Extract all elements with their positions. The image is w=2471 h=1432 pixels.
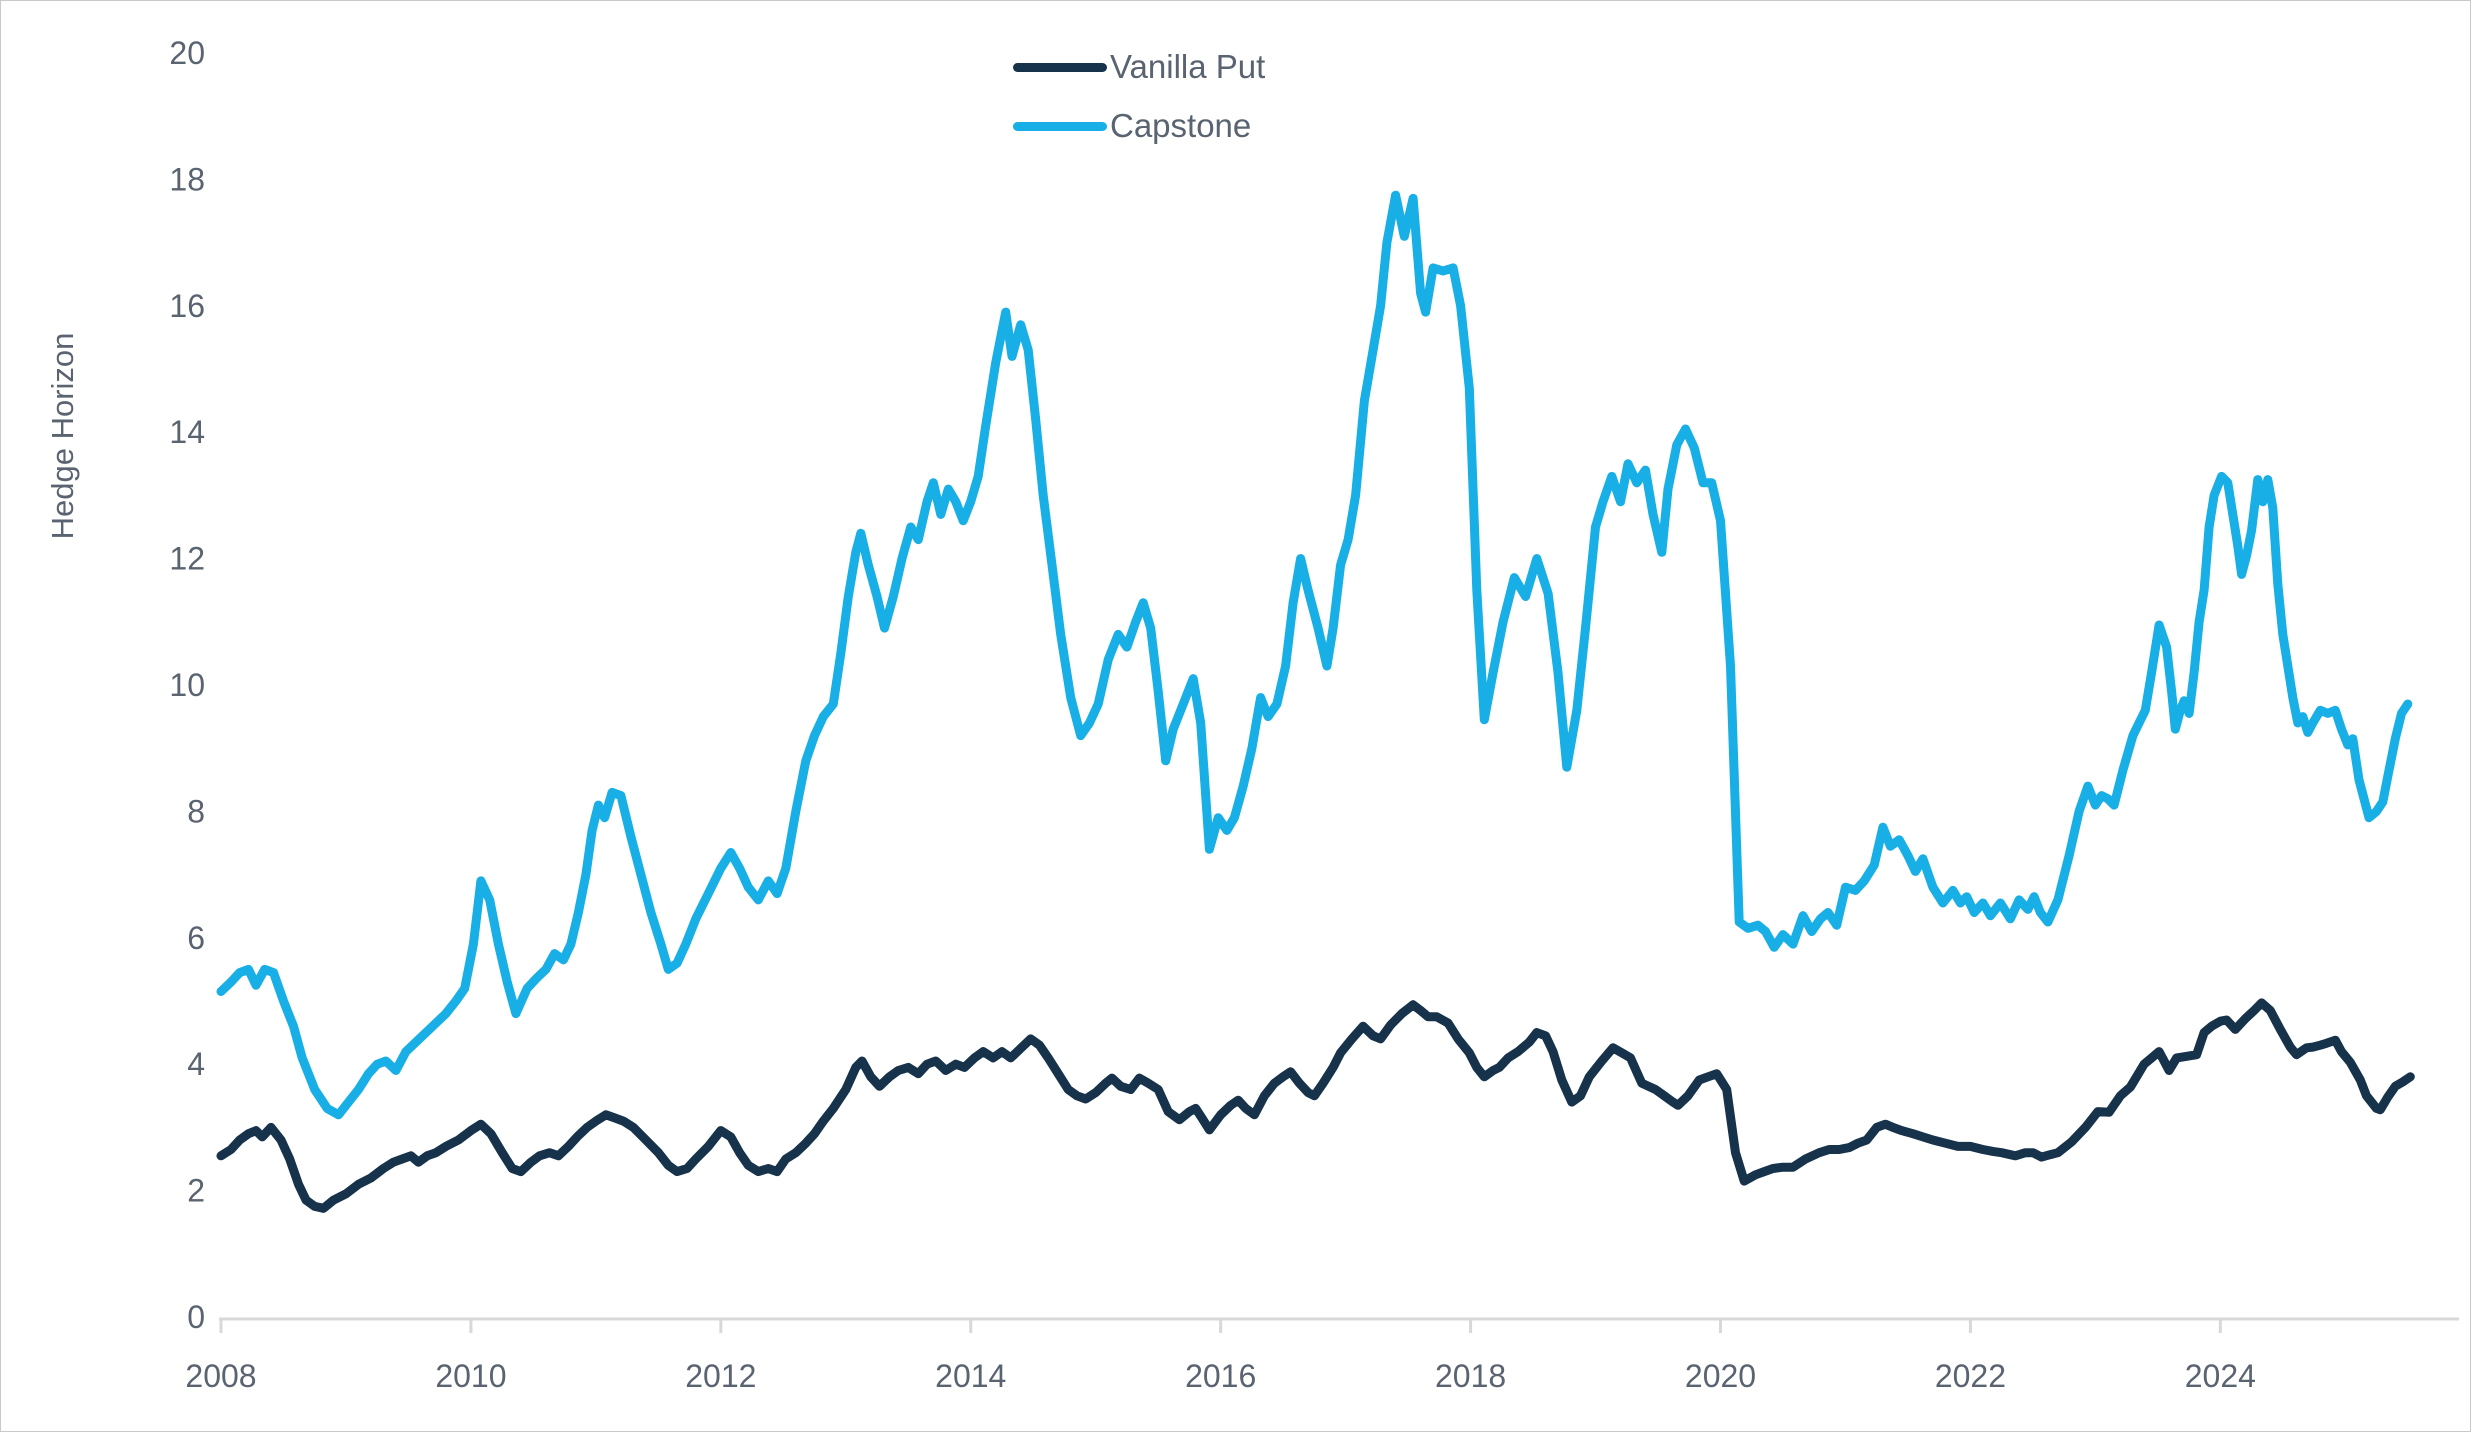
y-tick-label: 4	[187, 1046, 205, 1082]
legend-swatch-capstone-line-icon	[1013, 121, 1107, 131]
x-tick-label: 2014	[935, 1358, 1006, 1394]
x-tick-label: 2018	[1435, 1358, 1506, 1394]
y-tick-label: 10	[169, 667, 205, 703]
y-tick-label: 14	[169, 414, 205, 450]
y-tick-label: 12	[169, 541, 205, 577]
legend-item-capstone: Capstone	[1013, 106, 1265, 146]
legend-label: Vanilla Put	[1110, 48, 1266, 85]
x-tick-label: 2016	[1185, 1358, 1256, 1394]
y-axis-title: Hedge Horizon	[45, 333, 80, 540]
legend-swatch-vanilla-put-line-icon	[1013, 62, 1107, 72]
legend-item-vanilla-put: Vanilla Put	[1013, 47, 1265, 87]
y-tick-label: 2	[187, 1173, 205, 1209]
y-tick-label: 16	[169, 288, 205, 324]
y-tick-label: 8	[187, 793, 205, 829]
series-line-vanilla-put	[216, 998, 2415, 1213]
x-tick-label: 2010	[435, 1358, 506, 1394]
y-tick-label: 20	[169, 35, 205, 71]
y-tick-label: 6	[187, 920, 205, 956]
y-tick-label: 18	[169, 161, 205, 197]
series-line-capstone	[216, 190, 2413, 1120]
x-tick-label: 2008	[185, 1358, 256, 1394]
x-tick-label: 2022	[1935, 1358, 2006, 1394]
x-tick-label: 2024	[2185, 1358, 2256, 1394]
legend: Vanilla Put Capstone	[1013, 47, 1265, 146]
x-tick-label: 2020	[1685, 1358, 1756, 1394]
y-tick-label: 0	[187, 1299, 205, 1335]
legend-label: Capstone	[1110, 107, 1252, 144]
x-tick-label: 2012	[685, 1358, 756, 1394]
